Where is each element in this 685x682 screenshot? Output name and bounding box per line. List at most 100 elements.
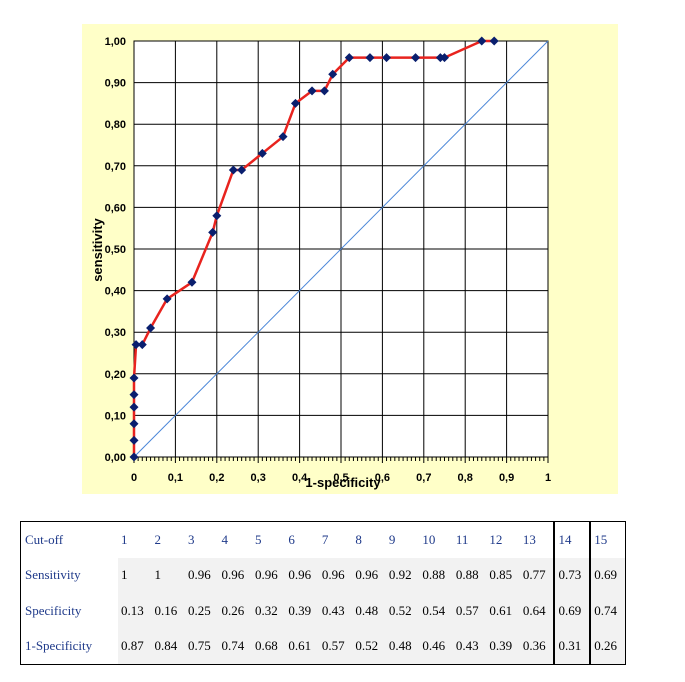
- cutoff-header-cell: 12: [489, 531, 503, 547]
- cutoff-header-cell: 11: [455, 531, 469, 547]
- table-cell: 0.54: [419, 593, 453, 629]
- roc-point: [328, 69, 338, 79]
- table-row: Specificity 0.13 0.16 0.25 0.26 0.32 0.39 0.43 0…: [21, 593, 625, 629]
- table-cell: 0.74: [589, 593, 625, 629]
- roc-point: [208, 227, 218, 237]
- roc-point: [228, 165, 238, 175]
- table-cell: 0.26: [218, 593, 252, 629]
- x-tick-label: 0,3: [251, 472, 266, 484]
- roc-point: [344, 53, 354, 63]
- y-tick-label: 0,20: [105, 369, 126, 381]
- y-tick-label: 0,00: [105, 452, 126, 464]
- cutoff-header-cell: 13: [522, 531, 536, 547]
- table-cell: 0.74: [218, 628, 252, 664]
- y-axis-title: sensitivity: [90, 217, 105, 281]
- table-header-row: Cut-off 1 2 3 4 5 6 7 8 9 10 11 12 13 14 15: [21, 522, 625, 558]
- cutoff-header-cell: 6: [288, 531, 295, 547]
- table-cell: 0.26: [589, 628, 625, 664]
- y-tick-label: 0,60: [105, 202, 126, 214]
- marker-layer: [129, 36, 499, 462]
- roc-point: [187, 277, 197, 287]
- cutoff-header-cell: 9: [388, 531, 396, 547]
- table-cell: 0.25: [184, 593, 219, 629]
- table-cell: 0.64: [519, 593, 555, 629]
- roc-chart-panel: 0 0,1 0,2 0,3 0,4 0,5 0,6 0,7 0,8 0,9 1 0,00 0,10 0,…: [82, 24, 618, 494]
- y-tick-label: 0,10: [105, 410, 126, 422]
- roc-point: [411, 53, 421, 63]
- table-cell: 0.43: [452, 628, 487, 664]
- roc-point: [129, 390, 139, 400]
- y-tick-label: 0,80: [105, 119, 126, 131]
- x-axis-title: 1-specificity: [305, 475, 381, 490]
- x-tick-label: 0,7: [416, 472, 431, 484]
- table-cell: 0.96: [318, 557, 353, 593]
- x-tick-label: 0,2: [209, 472, 224, 484]
- cutoff-header-label: Cut-off: [25, 531, 64, 547]
- roc-point: [382, 53, 392, 63]
- y-tick-label: 1,00: [105, 36, 126, 48]
- table-cell: 0.96: [184, 557, 219, 593]
- roc-point: [129, 402, 139, 412]
- row-label: Specificity: [21, 593, 118, 629]
- table-cell: 0.87: [118, 628, 152, 664]
- roc-point: [278, 132, 288, 142]
- table-cell: 0.75: [184, 628, 219, 664]
- table-cell: 0.31: [553, 628, 591, 664]
- y-tick-label: 0,70: [105, 161, 126, 173]
- table-row: Sensitivity 1 1 0.96 0.96 0.96 0.96 0.96 0.96 0.9…: [21, 557, 625, 593]
- table-cell: 0.69: [553, 593, 591, 629]
- table-cell: 0.96: [218, 557, 252, 593]
- table-cell: 0.36: [519, 628, 555, 664]
- roc-point: [129, 452, 139, 462]
- table-cell: 0.88: [452, 557, 487, 593]
- roc-point: [129, 435, 139, 445]
- x-tick-labels: 0 0,1 0,2 0,3 0,4 0,5 0,6 0,7 0,8 0,9 1: [131, 472, 551, 484]
- table-row: 1-Specificity 0.87 0.84 0.75 0.74 0.68 0.61 0.5…: [21, 628, 625, 664]
- cutoff-header-cell: 7: [321, 531, 329, 547]
- table-cell: 0.77: [519, 557, 555, 593]
- roc-point: [146, 323, 156, 333]
- table-cell: 0.84: [151, 628, 185, 664]
- table-cell: 0.61: [285, 628, 319, 664]
- table-cell: 0.39: [486, 628, 520, 664]
- roc-point: [257, 148, 267, 158]
- x-tick-label: 0: [131, 472, 137, 484]
- x-tick-label: 0,9: [499, 472, 514, 484]
- table-cell: 0.73: [553, 557, 591, 593]
- cutoff-header-cell: 10: [422, 531, 436, 547]
- table-cell: 0.85: [486, 557, 520, 593]
- row-label: Sensitivity: [21, 557, 118, 593]
- roc-point: [137, 340, 147, 350]
- roc-point: [477, 36, 487, 46]
- cutoff-header-cell: 8: [355, 531, 362, 547]
- roc-point: [365, 53, 375, 63]
- table-cell: 0.88: [419, 557, 453, 593]
- y-tick-label: 0,30: [105, 327, 126, 339]
- roc-point: [162, 294, 172, 304]
- x-minor-ticks: [133, 457, 549, 463]
- table-cell: 0.16: [151, 593, 185, 629]
- roc-point: [440, 53, 449, 63]
- x-tick-label: 0,8: [458, 472, 473, 484]
- table-cell: 0.61: [486, 593, 520, 629]
- table-cell: 0.96: [251, 557, 286, 593]
- cutoff-table: Cut-off 1 2 3 4 5 6 7 8 9 10 11 12 13 14 15 Sensitivity 1…: [20, 521, 626, 665]
- table-cell: 0.96: [352, 557, 386, 593]
- roc-point: [129, 373, 139, 383]
- table-cell: 0.48: [352, 593, 386, 629]
- roc-chart: 0 0,1 0,2 0,3 0,4 0,5 0,6 0,7 0,8 0,9 1 0,000,100,…: [90, 36, 551, 490]
- table-cell: 0.52: [385, 593, 420, 629]
- table-cell: 0.32: [251, 593, 286, 629]
- y-tick-labels: 0,00 0,10 0,20 0,30 0,40 0,50 0,60 0,70 0,80 0,90…: [105, 36, 126, 464]
- table-cell: 1: [118, 557, 152, 593]
- cutoff-header-cell: 15: [589, 522, 625, 558]
- table-cell: 0.96: [285, 557, 319, 593]
- roc-point: [131, 340, 141, 350]
- cutoff-header-cell: 3: [187, 531, 195, 547]
- table-cell: 0.69: [589, 557, 625, 593]
- x-tick-label: 0,4: [292, 472, 308, 484]
- table-cell: 0.39: [285, 593, 319, 629]
- table-cell: 1: [151, 557, 185, 593]
- roc-point: [489, 36, 499, 46]
- cutoff-header-cell: 2: [154, 531, 161, 547]
